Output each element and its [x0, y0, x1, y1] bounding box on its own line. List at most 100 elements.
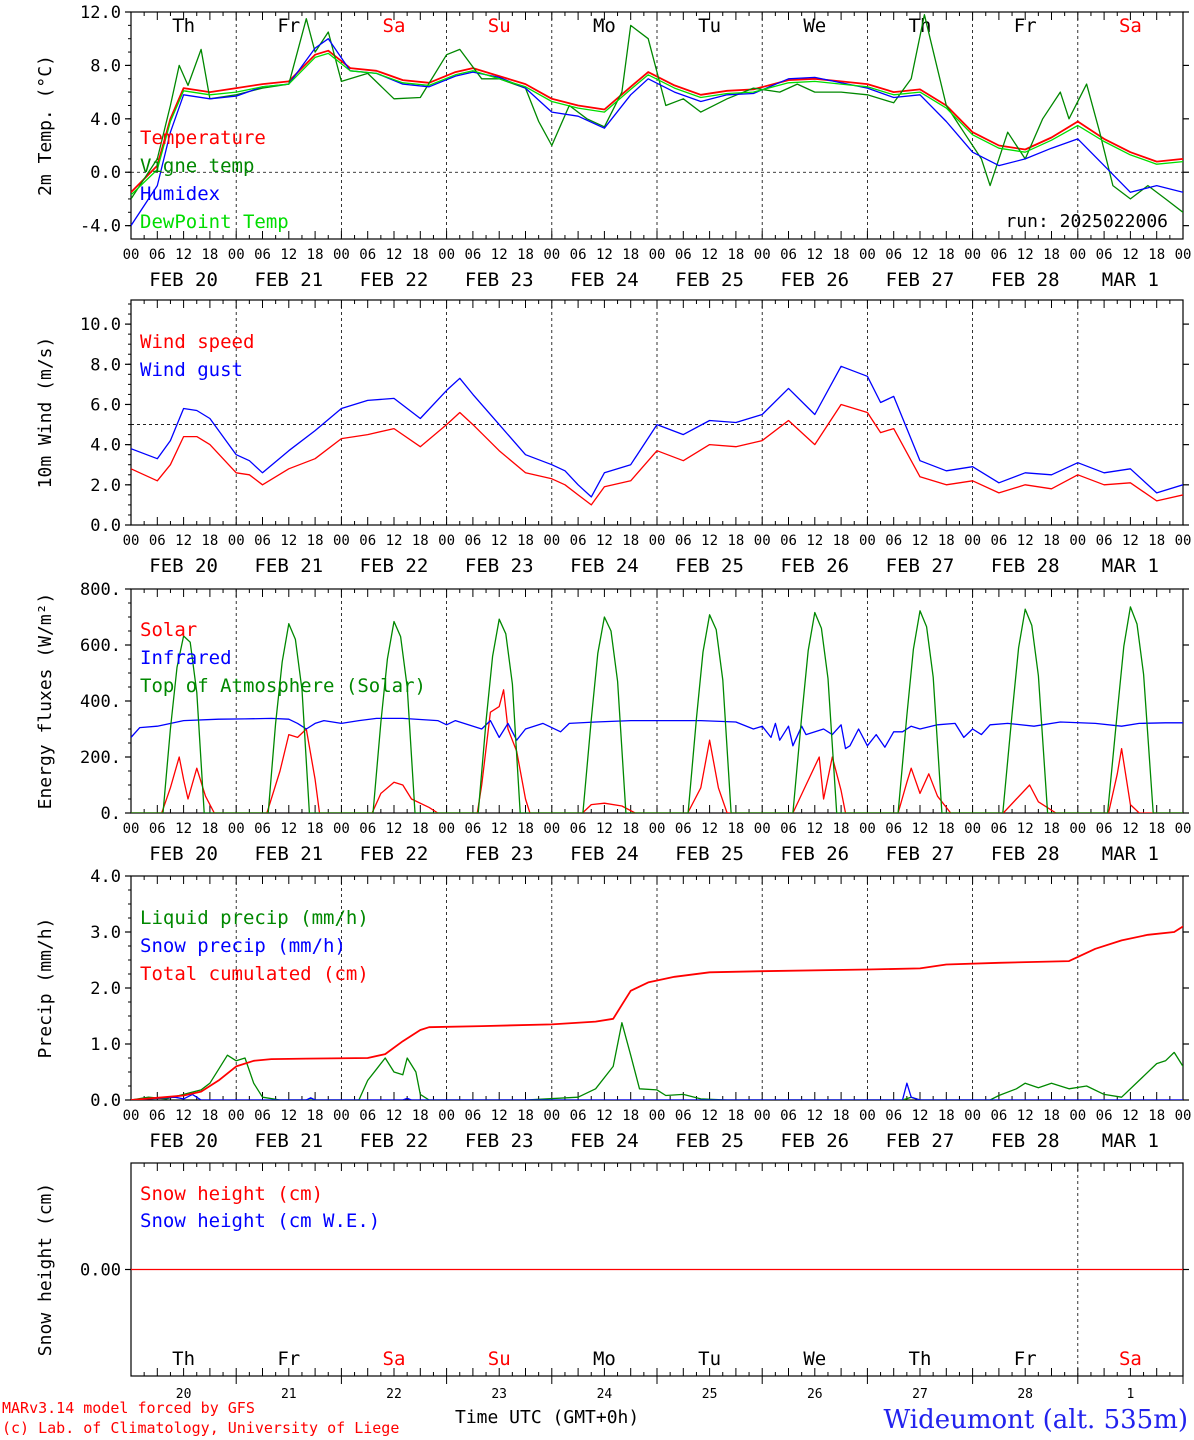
date-label: MAR 1: [1102, 269, 1159, 291]
series-line: [131, 925, 1183, 1100]
y-tick-label: 600.: [80, 636, 121, 656]
series-line: [131, 403, 1183, 506]
hour-label: 18: [938, 247, 955, 263]
hour-label: 00: [649, 533, 666, 549]
y-tick-label: 8.0: [90, 56, 121, 76]
series-line: [131, 14, 1183, 213]
hour-label: 06: [359, 821, 376, 837]
hour-label: 06: [464, 821, 481, 837]
hour-label: 18: [833, 533, 850, 549]
hour-label: 12: [912, 533, 929, 549]
hour-label: 06: [780, 1108, 797, 1124]
y-tick-label: 200.: [80, 748, 121, 768]
hour-label: 06: [675, 1108, 692, 1124]
hour-label: 12: [491, 533, 508, 549]
hour-label: 18: [1148, 821, 1165, 837]
hour-label: 12: [386, 247, 403, 263]
date-label: FEB 24: [570, 555, 639, 577]
hour-label: 00: [754, 821, 771, 837]
date-label: FEB 23: [465, 555, 534, 577]
y-tick-label: 6.0: [90, 395, 121, 415]
hour-label: 12: [386, 533, 403, 549]
hour-label: 12: [596, 247, 613, 263]
legend-entry: Total cumulated (cm): [140, 963, 369, 985]
hour-label: 18: [307, 247, 324, 263]
series-line: [131, 38, 1183, 226]
hour-label: 06: [1096, 821, 1113, 837]
hour-label: 18: [201, 1108, 218, 1124]
weekday-label: Sa: [1119, 1348, 1142, 1370]
hour-label: 12: [701, 247, 718, 263]
hour-label: 06: [990, 1108, 1007, 1124]
hour-label: 12: [491, 247, 508, 263]
day-number: 20: [176, 1387, 192, 1402]
hour-label: 18: [622, 1108, 639, 1124]
date-label: FEB 21: [254, 843, 323, 865]
hour-label: 12: [701, 821, 718, 837]
hour-label: 12: [1017, 821, 1034, 837]
weekday-label: Tu: [698, 1348, 721, 1370]
date-label: FEB 27: [886, 555, 955, 577]
series-group: [131, 925, 1183, 1100]
hour-label: 18: [1043, 1108, 1060, 1124]
panel-4: 4.0 3.0 2.0 1.0 0.0 Precip (mm/h) 00 06 12 18 FEB …: [35, 867, 1191, 1152]
hour-label: 00: [333, 821, 350, 837]
y-axis-title: Energy fluxes (W/m²): [35, 593, 56, 810]
series-line: [131, 1022, 1183, 1100]
day-number: 25: [702, 1387, 718, 1402]
hour-label: 12: [806, 1108, 823, 1124]
hour-label: 12: [491, 1108, 508, 1124]
hour-label: 12: [280, 1108, 297, 1124]
hour-label: 18: [517, 821, 534, 837]
hour-label: 18: [412, 1108, 429, 1124]
time-axis-label: Time UTC (GMT+0h): [455, 1407, 639, 1428]
day-number: 1: [1126, 1387, 1134, 1402]
hour-label: 00: [859, 1108, 876, 1124]
y-tick-label: -4.0: [80, 217, 121, 237]
hour-label: 12: [280, 533, 297, 549]
series-line: [131, 365, 1183, 498]
date-label: FEB 24: [570, 1130, 639, 1152]
hour-label: 06: [359, 247, 376, 263]
hour-label: 18: [412, 821, 429, 837]
date-label: FEB 22: [360, 1130, 429, 1152]
hour-label: 18: [1043, 821, 1060, 837]
hour-label: 06: [464, 533, 481, 549]
date-label: FEB 20: [149, 269, 218, 291]
legend-entry: Temperature: [140, 127, 266, 149]
hour-label: 00: [649, 821, 666, 837]
hour-label: 18: [307, 533, 324, 549]
hour-label: 12: [806, 247, 823, 263]
hour-label: 00: [1069, 1108, 1086, 1124]
series-group: [131, 365, 1183, 506]
hour-label: 06: [990, 247, 1007, 263]
date-label: FEB 21: [254, 555, 323, 577]
y-tick-label: 0.0: [90, 1091, 121, 1111]
hour-label: 00: [964, 533, 981, 549]
series-line: [131, 1082, 1183, 1100]
hour-label: 18: [1043, 533, 1060, 549]
credit-line-2: (c) Lab. of Climatology, University of L…: [2, 1419, 399, 1437]
hour-label: 00: [543, 247, 560, 263]
hour-label: 00: [333, 1108, 350, 1124]
hour-label: 12: [1122, 1108, 1139, 1124]
hour-label: 06: [1096, 533, 1113, 549]
hour-label: 06: [149, 1108, 166, 1124]
hour-label: 18: [727, 247, 744, 263]
hour-label: 18: [622, 533, 639, 549]
y-tick-label: 800.: [80, 580, 121, 600]
series-line: [131, 52, 1183, 196]
day-number: 26: [807, 1387, 823, 1402]
hour-label: 06: [780, 821, 797, 837]
hour-label: 12: [280, 821, 297, 837]
hour-label: 00: [228, 533, 245, 549]
y-tick-label: 0.0: [90, 516, 121, 536]
hour-label: 06: [990, 533, 1007, 549]
date-label: FEB 26: [780, 269, 849, 291]
hour-label: 00: [543, 533, 560, 549]
y-tick-label: 3.0: [90, 923, 121, 943]
legend-entry: Snow precip (mm/h): [140, 935, 346, 957]
y-tick-label: 4.0: [90, 436, 121, 456]
run-label: run: 2025022006: [1005, 211, 1168, 232]
y-tick-label: 2.0: [90, 979, 121, 999]
